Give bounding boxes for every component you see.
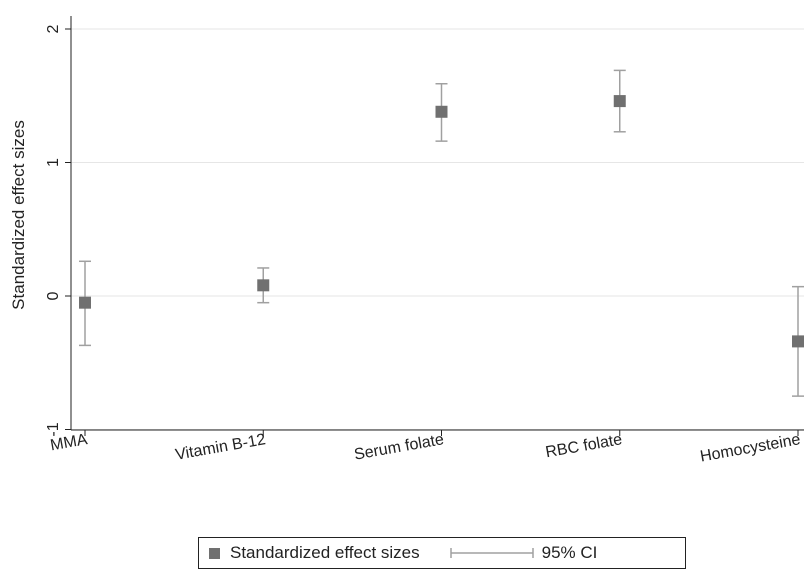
data-points: [79, 95, 804, 348]
y-tick-label: -1: [45, 422, 62, 436]
x-tick-label: RBC folate: [544, 431, 623, 461]
y-ticks: -1 0 1 2: [45, 24, 71, 437]
x-tick-label: Vitamin B-12: [174, 431, 267, 464]
y-tick-label: 0: [45, 291, 62, 300]
data-point: [79, 296, 91, 309]
data-point: [792, 335, 804, 348]
chart: Standardized effect sizes -1 0 1 2 MMA Vitam…: [9, 16, 804, 466]
y-axis-title: Standardized effect sizes: [9, 120, 28, 310]
data-point: [435, 105, 448, 118]
legend: Standardized effect sizes 95% CI: [198, 537, 686, 569]
legend-label-ci: 95% CI: [541, 543, 598, 562]
x-tick-label: MMA: [49, 431, 89, 454]
y-tick-label: 2: [45, 24, 62, 33]
x-tick-label: Homocysteine: [699, 431, 802, 465]
x-tick-label: Serum folate: [353, 431, 445, 464]
x-ticks: MMA Vitamin B-12 Serum folate RBC folate Hom…: [49, 430, 802, 466]
y-tick-label: 1: [45, 158, 62, 167]
data-point: [257, 279, 270, 292]
data-point: [613, 95, 626, 108]
error-bars: [79, 69, 804, 397]
legend-marker-effect: [209, 547, 220, 559]
legend-label-effect: Standardized effect sizes: [230, 543, 420, 562]
gridlines: [71, 28, 804, 430]
legend-marker-ci: [449, 548, 534, 558]
